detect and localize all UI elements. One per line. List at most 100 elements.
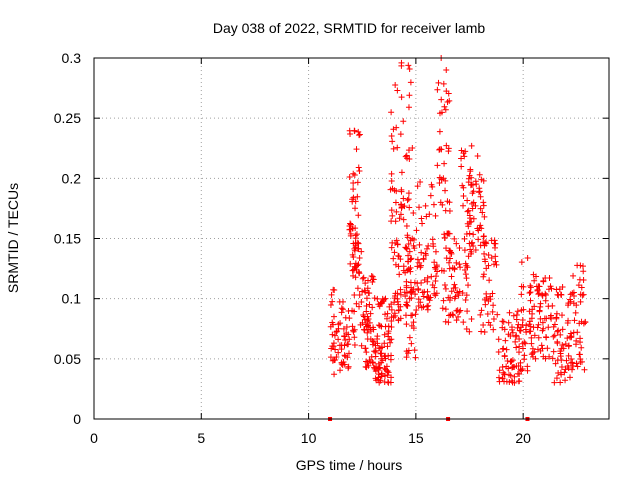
data-point [545, 324, 552, 331]
data-point [388, 109, 395, 116]
data-point [578, 318, 585, 325]
data-point [400, 195, 407, 202]
data-point [377, 322, 384, 329]
y-tick-label: 0.25 [54, 110, 81, 126]
data-point [489, 308, 496, 315]
data-point [514, 308, 521, 315]
data-point [512, 333, 519, 340]
data-point [413, 227, 420, 234]
data-point [495, 349, 502, 356]
data-point [512, 338, 519, 345]
data-point [572, 309, 579, 316]
data-point [356, 168, 363, 175]
data-point [392, 218, 399, 225]
data-point [501, 326, 508, 333]
data-point [342, 336, 349, 343]
data-point [351, 127, 358, 134]
data-point [371, 295, 378, 302]
data-point [567, 360, 574, 367]
data-point [494, 311, 501, 318]
data-point [565, 343, 572, 350]
x-axis-label: GPS time / hours [296, 457, 403, 473]
data-point [463, 275, 470, 282]
data-point [483, 240, 490, 247]
data-point [552, 360, 559, 367]
data-point [407, 289, 414, 296]
data-point [404, 258, 411, 265]
data-point [456, 308, 463, 315]
data-point [390, 145, 397, 152]
data-point [475, 236, 482, 243]
data-points [327, 55, 589, 386]
data-point [446, 259, 453, 266]
data-point [345, 363, 352, 370]
data-point [357, 321, 364, 328]
data-point [354, 239, 361, 246]
data-point [362, 289, 369, 296]
data-point [341, 352, 348, 359]
data-point [350, 272, 357, 279]
data-point [431, 284, 438, 291]
data-point [553, 310, 560, 317]
data-point [419, 289, 426, 296]
data-point [561, 369, 568, 376]
data-point [524, 367, 531, 374]
data-point [435, 79, 442, 86]
data-point [445, 230, 452, 237]
data-point [385, 369, 392, 376]
data-point [384, 343, 391, 350]
data-point [397, 286, 404, 293]
data-point [492, 253, 499, 260]
data-point [422, 202, 429, 209]
data-point [580, 276, 587, 283]
data-point [409, 144, 416, 151]
data-point [417, 299, 424, 306]
data-point [567, 291, 574, 298]
data-point [428, 273, 435, 280]
data-point [374, 333, 381, 340]
data-point [441, 282, 448, 289]
x-tick-label: 10 [301, 430, 317, 446]
data-point [433, 263, 440, 270]
data-point [404, 267, 411, 274]
data-point [558, 364, 565, 371]
data-point [573, 360, 580, 367]
data-point [329, 319, 336, 326]
data-point [397, 131, 404, 138]
data-point [511, 373, 518, 380]
data-point [518, 259, 525, 266]
data-point [377, 350, 384, 357]
data-point [405, 190, 412, 197]
data-point [442, 306, 449, 313]
data-point [483, 290, 490, 297]
data-point [461, 266, 468, 273]
data-point [565, 352, 572, 359]
data-point [355, 240, 362, 247]
data-point [474, 152, 481, 159]
data-point [531, 332, 538, 339]
data-point [404, 197, 411, 204]
data-point [333, 354, 340, 361]
data-point [331, 371, 338, 378]
data-point [459, 182, 466, 189]
data-point [535, 321, 542, 328]
data-point [540, 353, 547, 360]
data-point [364, 317, 371, 324]
data-point [339, 306, 346, 313]
data-point [352, 205, 359, 212]
data-point [480, 271, 487, 278]
data-point [447, 294, 454, 301]
data-point [351, 334, 358, 341]
data-point [403, 245, 410, 252]
data-point [378, 371, 385, 378]
data-point [381, 331, 388, 338]
data-point [388, 306, 395, 313]
data-point [331, 287, 338, 294]
data-point [408, 340, 415, 347]
data-point [466, 172, 473, 179]
data-point [343, 329, 350, 336]
data-point [517, 359, 524, 366]
data-point [490, 326, 497, 333]
data-point [386, 336, 393, 343]
